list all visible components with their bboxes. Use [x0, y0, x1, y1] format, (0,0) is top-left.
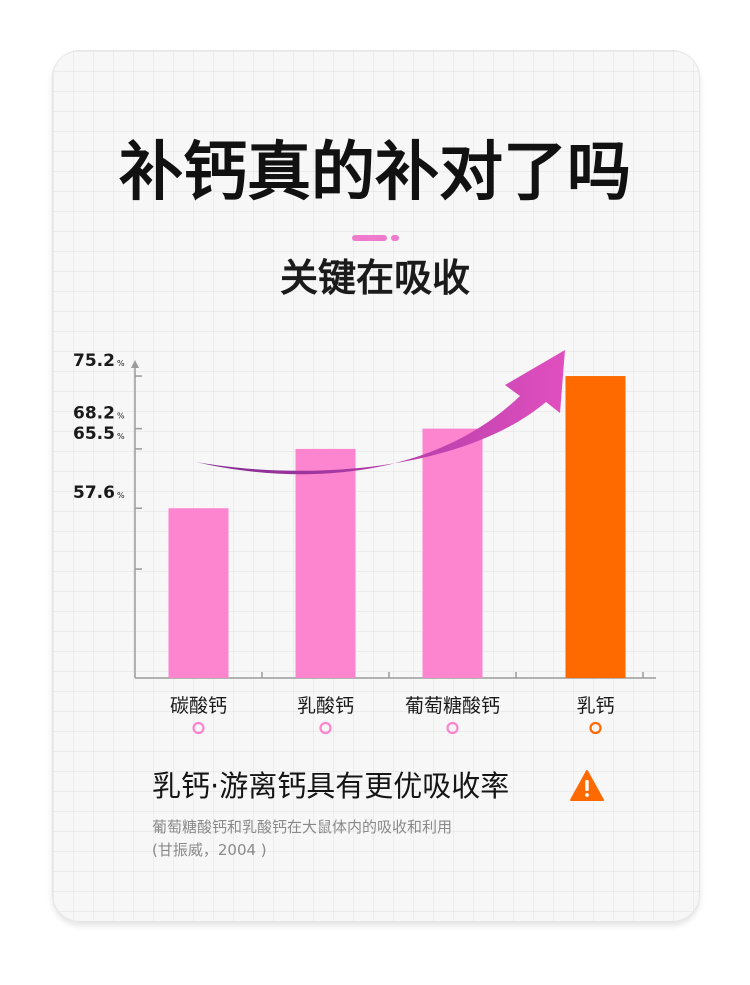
- category-label: 乳酸钙: [297, 695, 354, 717]
- bar: [565, 376, 626, 678]
- category-marker: [446, 721, 459, 735]
- title-divider-dot: [391, 235, 399, 241]
- page-title: 补钙真的补对了吗: [119, 136, 631, 210]
- category-labels: 碳酸钙 乳酸钙 葡萄糖酸钙 乳钙: [170, 695, 615, 717]
- bar-chart: 57.6 % 65.5 %68.2 % 75.2% 碳酸钙 乳酸钙 葡萄糖酸钙 乳钙: [73, 350, 656, 735]
- page-subtitle: 关键在吸收: [279, 256, 470, 300]
- y-tick-label: 68.2%: [73, 404, 125, 424]
- bar: [168, 508, 229, 678]
- y-tick-label: 75.2%: [73, 351, 125, 371]
- y-tick-label: 57.6%: [73, 483, 125, 503]
- category-label: 乳钙: [576, 695, 614, 717]
- chart-bars: [168, 376, 626, 678]
- warning-icon: [570, 770, 604, 801]
- bar: [295, 448, 356, 678]
- category-marker: [319, 721, 332, 735]
- title-divider: [352, 235, 387, 241]
- source-line-2: (甘振威，2004 ): [152, 841, 267, 859]
- category-marker: [192, 721, 205, 735]
- y-axis-arrowhead: [131, 360, 139, 368]
- y-tick-labels: 57.6 % 65.5 %68.2 % 75.2%: [73, 351, 125, 503]
- category-marker: [589, 721, 602, 735]
- source-caption: 葡萄糖酸钙和乳酸钙在大鼠体内的吸收和利用 (甘振威，2004 ): [152, 816, 452, 862]
- category-markers: [192, 721, 602, 735]
- source-line-1: 葡萄糖酸钙和乳酸钙在大鼠体内的吸收和利用: [152, 818, 453, 836]
- category-label: 碳酸钙: [170, 695, 227, 717]
- category-label: 葡萄糖酸钙: [405, 695, 500, 717]
- y-tick-label: 65.5%: [73, 424, 125, 444]
- trend-arrow: [196, 350, 565, 475]
- bar: [422, 428, 483, 678]
- footer-headline: 乳钙·游离钙具有更优吸收率: [152, 769, 510, 803]
